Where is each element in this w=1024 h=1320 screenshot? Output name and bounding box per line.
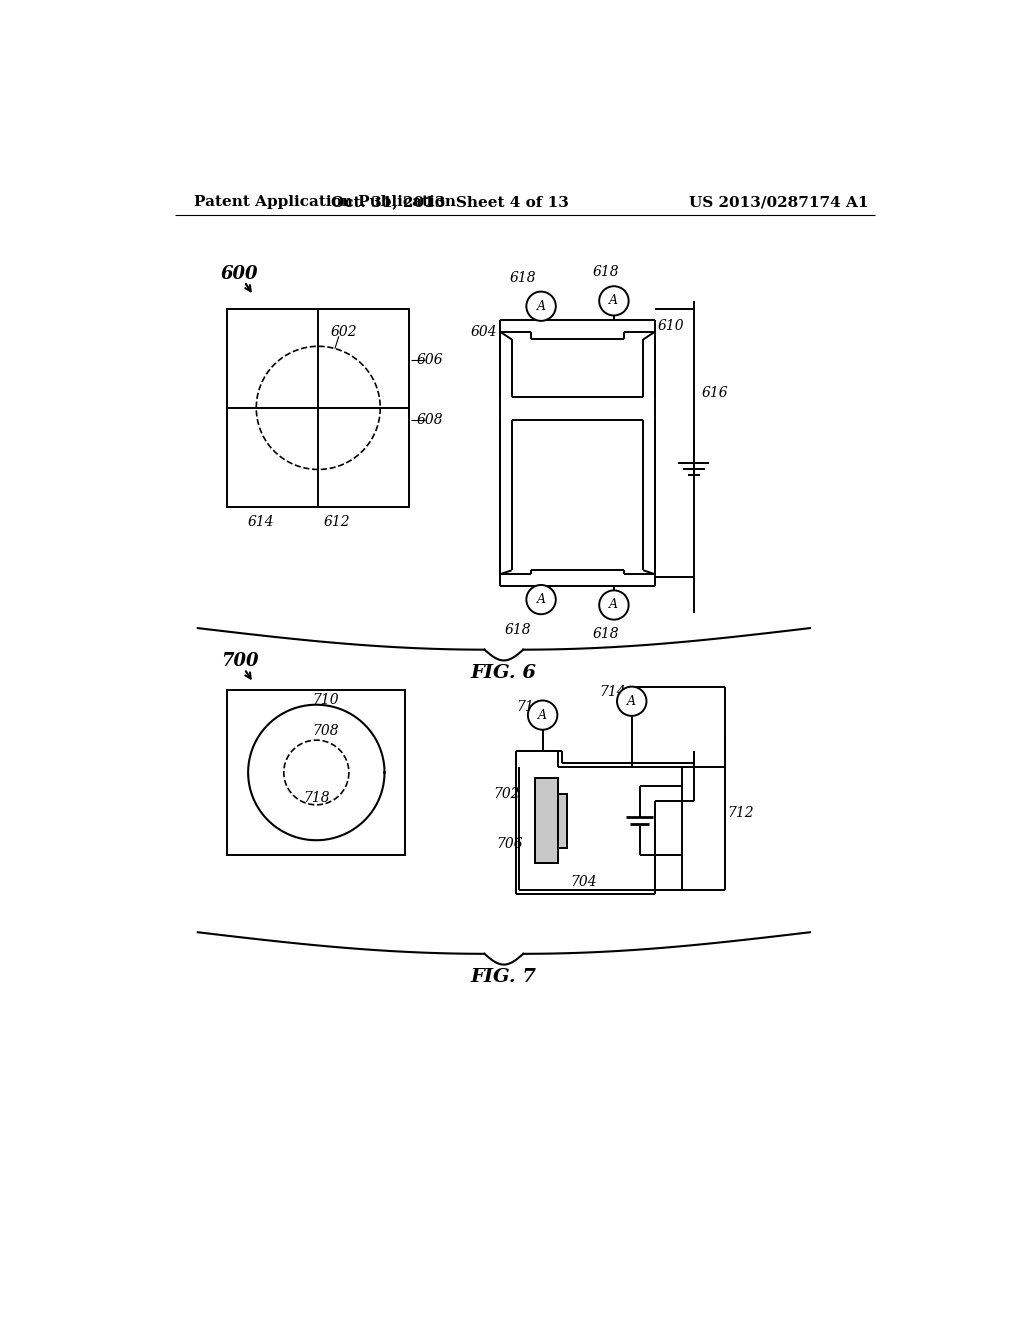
Bar [535, 779, 558, 863]
Circle shape [599, 590, 629, 619]
Text: 616: 616 [701, 387, 728, 400]
Text: FIG. 7: FIG. 7 [471, 968, 537, 986]
Circle shape [526, 292, 556, 321]
Text: 610: 610 [658, 319, 685, 333]
Text: 618: 618 [593, 627, 620, 642]
Text: 714: 714 [599, 685, 626, 700]
Circle shape [526, 585, 556, 614]
Text: 602: 602 [330, 325, 356, 339]
Text: 716: 716 [516, 701, 543, 714]
Text: 702: 702 [493, 787, 519, 801]
Text: FIG. 6: FIG. 6 [471, 664, 537, 681]
Text: US 2013/0287174 A1: US 2013/0287174 A1 [689, 195, 868, 210]
Text: 704: 704 [570, 875, 597, 890]
Text: A: A [537, 593, 546, 606]
Circle shape [528, 701, 557, 730]
Text: 612: 612 [324, 515, 350, 529]
Text: 618: 618 [510, 271, 537, 285]
Text: 706: 706 [497, 837, 523, 850]
Text: 708: 708 [312, 723, 339, 738]
Text: 718: 718 [303, 791, 330, 804]
Circle shape [617, 686, 646, 715]
Text: 700: 700 [221, 652, 258, 671]
Text: Patent Application Publication: Patent Application Publication [194, 195, 456, 210]
Text: 600: 600 [221, 265, 258, 282]
Text: 710: 710 [312, 693, 339, 706]
Text: 712: 712 [727, 807, 754, 820]
Text: A: A [628, 694, 636, 708]
Text: 618: 618 [505, 623, 531, 636]
Bar [227, 689, 406, 855]
Circle shape [599, 286, 629, 315]
Text: 614: 614 [248, 515, 274, 529]
Bar [558, 793, 567, 847]
Text: A: A [609, 294, 618, 308]
Text: A: A [537, 300, 546, 313]
Text: Oct. 31, 2013  Sheet 4 of 13: Oct. 31, 2013 Sheet 4 of 13 [331, 195, 568, 210]
Text: A: A [609, 598, 618, 611]
Text: 618: 618 [593, 265, 620, 280]
Text: A: A [539, 709, 547, 722]
Text: 604: 604 [470, 325, 497, 339]
Text: 608: 608 [417, 413, 443, 428]
Text: 606: 606 [417, 354, 443, 367]
Bar [227, 309, 410, 507]
